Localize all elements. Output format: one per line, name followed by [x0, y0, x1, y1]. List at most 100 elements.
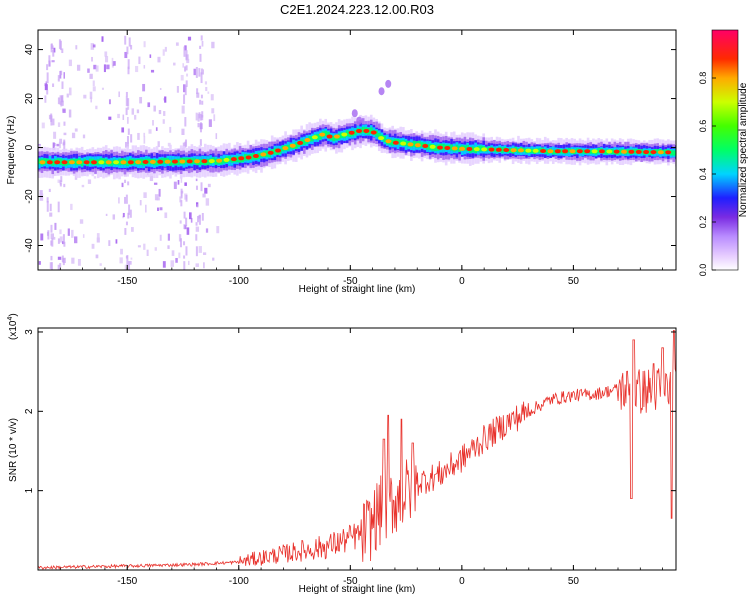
heatmap-peak-cell: [348, 130, 355, 135]
heatmap-noise-cell: [71, 229, 74, 238]
heatmap-noise-cell: [135, 65, 139, 73]
colorbar-ticks: 0.0 0.2 0.4 0.6 0.8: [698, 72, 716, 276]
heatmap-noise-cell: [207, 91, 210, 94]
heatmap-band-cell: [597, 148, 601, 154]
colorbar-gradient: [711, 29, 739, 271]
top-y-tick-label: -20: [24, 189, 35, 204]
heatmap-streak-cell: [183, 94, 186, 105]
heatmap-noise-cell: [51, 60, 55, 63]
heatmap-streak-cell: [48, 188, 51, 193]
heatmap-peak-cell: [613, 149, 620, 154]
heatmap-noise-cell: [83, 94, 87, 99]
heatmap-noise-cell: [143, 243, 146, 250]
heatmap-noise-cell: [162, 119, 165, 124]
heatmap-streak-cell: [195, 222, 198, 226]
heatmap-noise-cell: [179, 220, 182, 224]
heatmap-streak-cell: [184, 85, 187, 96]
heatmap-streak-cell: [47, 230, 50, 240]
heatmap-noise-cell: [90, 96, 93, 103]
heatmap-noise-cell: [210, 94, 214, 101]
heatmap-noise-cell: [70, 203, 73, 210]
heatmap-streak-cell: [59, 263, 62, 268]
heatmap-noise-cell: [40, 233, 44, 241]
heatmap-noise-cell: [211, 41, 215, 49]
heatmap-noise-cell: [205, 228, 209, 233]
heatmap-noise-cell: [95, 105, 98, 110]
heatmap-streak-cell: [200, 182, 203, 192]
heatmap-noise-cell: [41, 122, 45, 129]
heatmap-noise-cell: [89, 91, 93, 99]
heatmap-noise-cell: [159, 234, 162, 241]
heatmap-streak-cell: [201, 111, 204, 118]
heatmap-noise-cell: [106, 64, 110, 70]
heatmap-band-cell: [294, 142, 298, 149]
heatmap-noise-cell: [203, 262, 205, 269]
heatmap-streak-cell: [62, 258, 65, 266]
heatmap-blob: [385, 79, 392, 88]
heatmap-peak-cell: [400, 141, 407, 146]
heatmap-band-cell: [353, 130, 357, 136]
heatmap-peak-cell: [392, 140, 399, 145]
heatmap-streak-cell: [184, 117, 187, 127]
spectrogram-panel: -150 -100 -50 0 50 -40 -20 0 20 40 Height of str…: [6, 29, 677, 295]
bottom-x-ticks: -150 -100 -50 0 50: [37, 328, 664, 587]
heatmap-peak-cell: [142, 159, 149, 164]
heatmap-streak-cell: [199, 45, 202, 49]
heatmap-noise-cell: [68, 109, 72, 118]
bottom-y-tick-label: 1: [24, 487, 35, 493]
heatmap-band-cell: [88, 158, 92, 165]
bottom-y-ticks: 1 2 3: [24, 329, 676, 493]
heatmap-streak-cell: [183, 261, 186, 270]
heatmap-noise-cell: [180, 176, 183, 183]
heatmap-noise-cell: [169, 126, 172, 133]
heatmap-streak-cell: [128, 204, 131, 215]
heatmap-noise-cell: [190, 217, 193, 223]
heatmap-noise-cell: [92, 44, 96, 48]
heatmap-streak-cell: [50, 113, 53, 122]
heatmap-streak-cell: [183, 255, 186, 259]
heatmap-noise-cell: [48, 60, 51, 67]
heatmap-peak-cell: [569, 149, 576, 154]
heatmap-noise-cell: [157, 207, 159, 211]
top-y-tick-label: 40: [24, 44, 35, 56]
heatmap-streak-cell: [50, 224, 53, 233]
heatmap-noise-cell: [54, 222, 57, 230]
heatmap-band-cell: [311, 136, 314, 142]
heatmap-noise-cell: [57, 79, 60, 82]
heatmap-band-cell: [509, 147, 512, 153]
heatmap-band-cell: [118, 158, 121, 166]
heatmap-noise-cell: [162, 49, 165, 56]
heatmap-blob: [351, 109, 358, 118]
heatmap-streak-cell: [63, 241, 66, 247]
heatmap-noise-cell: [63, 132, 67, 136]
heatmap-peak-cell: [304, 138, 311, 143]
heatmap-noise-cell: [146, 249, 149, 256]
heatmap-noise-cell: [130, 257, 133, 260]
heatmap-streak-cell: [57, 264, 60, 270]
bottom-x-tick-label: 50: [568, 576, 580, 587]
heatmap-noise-cell: [147, 102, 151, 108]
heatmap-peak-cell: [282, 146, 289, 151]
heatmap-noise-cell: [164, 46, 167, 52]
heatmap-peak-cell: [127, 160, 134, 165]
heatmap-noise-cell: [212, 257, 215, 261]
heatmap-noise-cell: [122, 216, 124, 219]
heatmap-peak-cell: [378, 136, 385, 141]
heatmap-streak-cell: [49, 203, 52, 212]
heatmap-streak-cell: [126, 142, 129, 148]
heatmap-noise-cell: [149, 54, 152, 58]
heatmap-marks: [38, 35, 676, 270]
heatmap-band-cell: [442, 143, 445, 151]
heatmap-streak-cell: [125, 91, 128, 97]
heatmap-streak-cell: [130, 134, 133, 143]
heatmap-streak-cell: [52, 118, 55, 126]
heatmap-band-cell: [369, 127, 373, 134]
heatmap-peak-cell: [61, 160, 68, 165]
heatmap-noise-cell: [123, 172, 128, 177]
heatmap-noise-cell: [157, 141, 160, 148]
heatmap-noise-cell: [137, 132, 140, 140]
heatmap-blob: [356, 116, 363, 125]
snr-frame: [37, 327, 677, 571]
heatmap-noise-cell: [149, 173, 154, 182]
heatmap-peak-cell: [333, 134, 340, 139]
